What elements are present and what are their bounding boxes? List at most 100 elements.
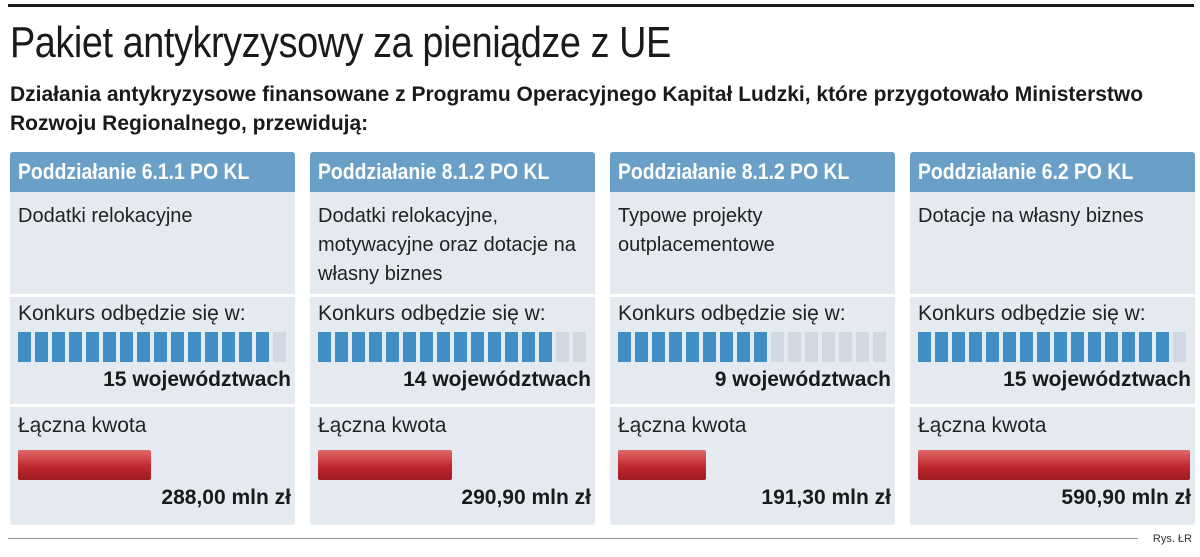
divider [10,294,295,297]
region-square-filled [635,332,648,362]
region-square-filled [488,332,501,362]
region-square-empty [839,332,852,362]
contest-label: Konkurs odbędzie się w: [918,302,1146,325]
region-square-filled [318,332,331,362]
region-square-filled [522,332,535,362]
regions-indicator [318,332,592,362]
region-square-filled [352,332,365,362]
card-header: Poddziałanie 6.1.1 PO KL [10,152,295,192]
amount-label: Łączna kwota [318,414,447,437]
region-square-filled [703,332,716,362]
regions-value: 15 województwach [1003,368,1191,391]
region-square-empty [873,332,886,362]
contest-label: Konkurs odbędzie się w: [318,302,546,325]
regions-indicator [18,332,292,362]
card-description: Dotacje na własny biznes [918,205,1144,227]
region-square-filled [505,332,518,362]
region-square-filled [737,332,750,362]
region-square-filled [171,332,184,362]
region-square-filled [1037,332,1050,362]
region-square-filled [1054,332,1067,362]
region-square-filled [471,332,484,362]
region-square-empty [573,332,586,362]
region-square-empty [805,332,818,362]
contest-label: Konkurs odbędzie się w: [618,302,846,325]
card-header: Poddziałanie 6.2 PO KL [910,152,1195,192]
divider [910,404,1195,407]
credit-text: Rys. ŁR [1152,533,1192,545]
card-description: Typowe projekty outplacementowe [618,205,775,256]
amount-bar [318,450,452,480]
card-header-label: Poddziałanie 8.1.2 PO KL [318,159,550,184]
region-square-filled [386,332,399,362]
card-3: Poddziałanie 8.1.2 PO KL Typowe projekty… [610,152,895,525]
contest-label: Konkurs odbędzie się w: [18,302,246,325]
chart-subtitle: Działania antykryzysowe finansowane z Pr… [10,83,1144,135]
region-square-filled [137,332,150,362]
card-header: Poddziałanie 8.1.2 PO KL [610,152,895,192]
region-square-filled [1088,332,1101,362]
amount-value: 288,00 mln zł [161,486,291,509]
region-square-filled [918,332,931,362]
region-square-filled [369,332,382,362]
top-rule [8,4,1194,7]
card-header-label: Poddziałanie 8.1.2 PO KL [618,159,850,184]
region-square-filled [239,332,252,362]
region-square-empty [556,332,569,362]
region-square-filled [454,332,467,362]
amount-value: 191,30 mln zł [761,486,891,509]
region-square-filled [1003,332,1016,362]
card-header: Poddziałanie 8.1.2 PO KL [310,152,595,192]
amount-bar [618,450,706,480]
region-square-filled [1020,332,1033,362]
amount-label: Łączna kwota [18,414,147,437]
region-square-filled [420,332,433,362]
region-square-empty [788,332,801,362]
regions-value: 14 województwach [403,368,591,391]
amount-label: Łączna kwota [918,414,1047,437]
region-square-filled [686,332,699,362]
region-square-empty [771,332,784,362]
region-square-filled [52,332,65,362]
region-square-filled [720,332,733,362]
region-square-filled [154,332,167,362]
divider [610,404,895,407]
amount-label: Łączna kwota [618,414,747,437]
divider [610,294,895,297]
region-square-filled [1156,332,1169,362]
region-square-empty [822,332,835,362]
card-4: Poddziałanie 6.2 PO KL Dotacje na własny… [910,152,1195,525]
amount-bar [918,450,1190,480]
card-description: Dodatki relokacyjne, motywacyjne oraz do… [318,205,576,285]
cards-container: Poddziałanie 6.1.1 PO KL Dodatki relokac… [10,152,1196,528]
region-square-filled [952,332,965,362]
region-square-filled [1071,332,1084,362]
region-square-filled [120,332,133,362]
region-square-filled [103,332,116,362]
divider [310,294,595,297]
regions-indicator [618,332,892,362]
region-square-filled [222,332,235,362]
region-square-filled [969,332,982,362]
amount-value: 290,90 mln zł [461,486,591,509]
region-square-filled [935,332,948,362]
region-square-empty [856,332,869,362]
region-square-filled [335,332,348,362]
region-square-empty [1173,332,1186,362]
amount-bar [18,450,151,480]
divider [310,404,595,407]
region-square-filled [35,332,48,362]
region-square-filled [86,332,99,362]
region-square-filled [1139,332,1152,362]
region-square-filled [1105,332,1118,362]
divider [10,404,295,407]
region-square-filled [403,332,416,362]
chart-title: Pakiet antykryzysowy za pieniądze z UE [10,18,671,67]
regions-indicator [918,332,1192,362]
region-square-filled [1122,332,1135,362]
card-2: Poddziałanie 8.1.2 PO KL Dodatki relokac… [310,152,595,525]
region-square-filled [652,332,665,362]
regions-value: 15 województwach [103,368,291,391]
card-1: Poddziałanie 6.1.1 PO KL Dodatki relokac… [10,152,295,525]
card-header-label: Poddziałanie 6.1.1 PO KL [18,159,250,184]
